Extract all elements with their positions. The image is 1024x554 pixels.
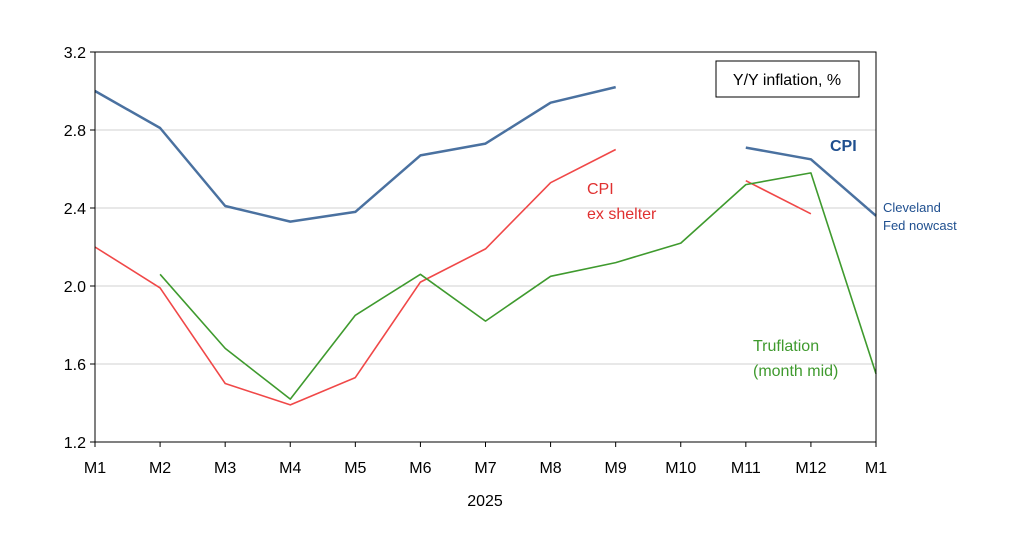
- x-tick-label: M4: [279, 460, 301, 477]
- y-tick-label: 2.4: [64, 201, 86, 218]
- y-axis-ticks: 3.2 2.8 2.4 2.0 1.6 1.2: [64, 45, 95, 452]
- series-line-cleveland-fed-nowcast: [745, 146, 877, 217]
- x-tick-label: M2: [149, 460, 171, 477]
- y-tick-label: 2.0: [64, 279, 86, 296]
- x-tick-label: M1: [865, 460, 887, 477]
- series-lines: [94, 85, 877, 406]
- label-cpi-ex-shelter-line2: ex shelter: [587, 206, 657, 223]
- legend-box: Y/Y inflation, %: [715, 60, 860, 98]
- label-cpi: CPI: [830, 138, 857, 155]
- label-cleveland-line1: Cleveland: [883, 200, 941, 215]
- legend-box-text: Y/Y inflation, %: [733, 72, 841, 89]
- y-tick-label: 3.2: [64, 45, 86, 62]
- label-cpi-ex-shelter-line1: CPI: [587, 181, 614, 198]
- x-tick-label: M6: [409, 460, 431, 477]
- x-tick-label: M7: [474, 460, 496, 477]
- label-truflation-line2: (month mid): [753, 363, 838, 380]
- x-tick-label: M3: [214, 460, 236, 477]
- grid-lines: [95, 129, 876, 365]
- x-axis-label: 2025: [467, 493, 503, 510]
- x-tick-label: M10: [665, 460, 696, 477]
- x-axis-ticks: M1 M2 M3 M4 M5 M6 M7 M8 M9 M10 M11 M12 M1: [84, 442, 887, 477]
- plot-frame: [94, 51, 877, 443]
- y-tick-label: 1.6: [64, 357, 86, 374]
- series-line-cpi: [94, 85, 616, 223]
- series-line-truflation-month-mid: [159, 172, 877, 400]
- label-cleveland-line2: Fed nowcast: [883, 218, 957, 233]
- series-line-cpi-ex-shelter: [94, 148, 617, 406]
- x-tick-label: M1: [84, 460, 106, 477]
- y-tick-label: 1.2: [64, 435, 86, 452]
- x-tick-label: M9: [605, 460, 627, 477]
- x-tick-label: M5: [344, 460, 366, 477]
- series-line-cpi-ex-shelter: [745, 179, 812, 215]
- label-truflation-line1: Truflation: [753, 338, 819, 355]
- x-tick-label: M11: [731, 460, 761, 477]
- y-tick-label: 2.8: [64, 123, 86, 140]
- x-tick-label: M8: [539, 460, 561, 477]
- x-tick-label: M12: [795, 460, 826, 477]
